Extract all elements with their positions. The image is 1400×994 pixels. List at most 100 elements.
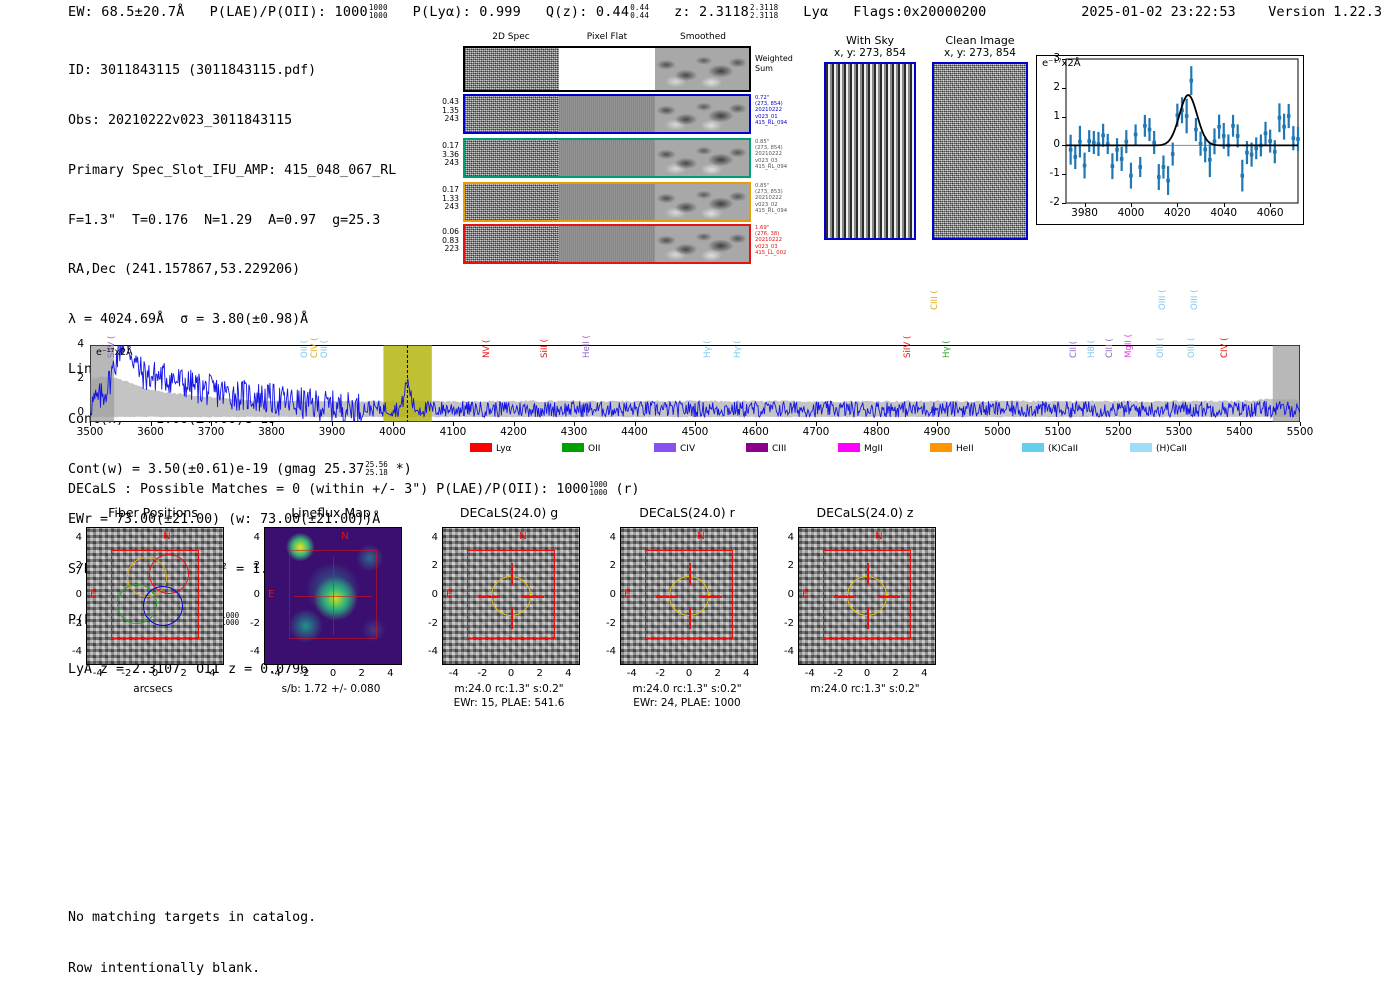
spectrum-legend: Lyα OII CIV CIII MgII HeII (K)CaII (H)CaII	[470, 443, 1300, 459]
full-spectrum-x-tick-mark	[816, 422, 817, 426]
full-spectrum-x-tick: 4700	[802, 426, 830, 438]
full-spectrum-x-tick-mark	[150, 422, 152, 426]
crosshair-v-bot-4	[689, 607, 691, 630]
info-id: ID: 3011843115 (3011843115.pdf)	[68, 63, 317, 79]
header-flags: Flags:0x20000200	[853, 4, 987, 20]
full-spectrum-plot: e⁻¹⁷x2Å 0 2 4	[77, 338, 1300, 422]
panel-y-tick: -4	[250, 646, 260, 658]
header-plae-fraction: 1000 1000	[368, 3, 388, 20]
zoom-x-tick: 3980	[1071, 207, 1098, 219]
panel-x-tick: -2	[833, 668, 844, 679]
spectrum-line-label: OII (	[319, 340, 330, 358]
spectrum-line-label: SiIV (	[902, 335, 913, 358]
full-spectrum-x-tick: 5000	[984, 426, 1011, 438]
compass-e-3: E	[446, 589, 453, 601]
panel-caption1-2: s/b: 1.72 +/- 0.080	[281, 683, 381, 695]
full-spectrum-x-tick-mark	[90, 422, 91, 426]
crosshair-h-right-5	[878, 596, 901, 598]
zoom-x-tick-mark	[1130, 203, 1132, 207]
spectrum-line-label: Hγ (	[942, 340, 953, 358]
aperture-box-2	[288, 550, 378, 639]
crosshair-h-left-3	[477, 596, 500, 598]
zoom-x-tick-mark	[1177, 203, 1179, 207]
crosshair-h-left-5	[833, 596, 856, 598]
panel-y-tick: -2	[784, 617, 794, 629]
zoom-y-tick: -2	[1049, 196, 1060, 208]
zoom-y-tick-mark	[1062, 203, 1066, 204]
fiber-circle-4	[143, 585, 184, 626]
full-spectrum-x-tick-mark	[937, 422, 938, 426]
info-ewr: EWr = 73.00(±21.00) (w: 73.00(±21.00))Å	[68, 512, 381, 528]
info-redshifts: LyA z = 2.3107 OII z = 0.0796	[68, 662, 309, 678]
decals-summary: DECaLS : Possible Matches = 0 (within +/…	[68, 481, 639, 497]
panel-y-tick: 0	[253, 589, 260, 600]
full-spectrum-y-tick: 4	[77, 338, 84, 350]
panel-x-tick: 0	[863, 668, 871, 679]
legend-item: (K)CaII	[1022, 443, 1078, 454]
full-spectrum-x-tick: 4500	[681, 426, 709, 438]
full-spectrum-x-tick-mark	[1239, 422, 1241, 426]
zoom-y-tick: 2	[1053, 80, 1060, 93]
full-spectrum-x-tick-mark	[1118, 422, 1120, 426]
panel-y-tick: 0	[75, 589, 82, 600]
zoom-y-tick: 0	[1053, 138, 1060, 151]
panel-x-tick: 0	[151, 668, 159, 679]
panel-x-tick: -2	[655, 668, 666, 679]
legend-label: CIII	[772, 444, 787, 454]
panel-y-tick: 4	[431, 531, 438, 543]
info-continuum-wide: Cont(w) = 3.50(±0.61)e-19 (gmag 25.3725.…	[68, 460, 412, 478]
crosshair-v-bot-3	[511, 607, 513, 630]
panel-x-tick: 2	[536, 668, 543, 679]
fiber-2-left-values: 0.17 3.36 243	[442, 141, 459, 168]
panel-caption1-5: m:24.0 rc:1.3" s:0.2"	[810, 683, 920, 695]
decals-panel-2: Lineflux Map N E -4 -4 -2 -2 0 0 2 2 4 4 s/b: 1.72 +/…	[246, 505, 416, 720]
panel-x-tick: 2	[358, 668, 365, 679]
header-qz: Q(z): 0.44	[545, 4, 630, 20]
header-redshift: z: 2.3118	[674, 4, 750, 20]
compass-n-2: N	[341, 531, 349, 542]
full-spectrum-x-tick-mark	[1058, 422, 1059, 426]
full-spectrum-x-tick: 4000	[379, 426, 406, 438]
full-spectrum-x-tick: 3900	[318, 426, 346, 438]
fiber-strip-4	[463, 224, 751, 264]
weighted-sum-strip	[463, 46, 751, 92]
zoom-y-tick: 3	[1053, 52, 1060, 64]
panel-title-3: DECaLS(24.0) g	[459, 505, 559, 520]
full-spectrum-x-tick: 4100	[439, 426, 467, 438]
legend-item: (H)CaII	[1130, 443, 1187, 454]
legend-item: Lyα	[470, 443, 511, 454]
legend-swatch	[1130, 443, 1152, 452]
legend-swatch	[838, 443, 860, 452]
info-seeing-params: F=1.3" T=0.176 N=1.29 A=0.97 g=25.3	[68, 212, 381, 228]
panel-y-tick: 2	[431, 560, 438, 572]
bottom-note-line-2: Row intentionally blank.	[68, 961, 261, 976]
weighted-sum-label: Weighted Sum	[755, 54, 793, 73]
col-title-smoothed: Smoothed	[680, 32, 726, 42]
clean-image-title: Clean Image	[945, 34, 1015, 47]
panel-y-tick: 0	[431, 589, 438, 600]
panel-y-tick: -4	[606, 646, 616, 658]
full-spectrum-x-tick-mark	[634, 422, 636, 426]
zoom-y-tick-mark	[1062, 174, 1066, 176]
crosshair-v-top-3	[511, 562, 513, 585]
zoom-y-tick: 1	[1053, 109, 1060, 122]
full-spectrum-x-tick: 3700	[197, 426, 225, 438]
panel-y-tick: -4	[72, 646, 82, 658]
decals-panel-4: DECaLS(24.0) r N E -4 -4 -2 -2 0 0 2 2 4 4 m:24.0 rc:…	[602, 505, 772, 720]
fiber-4-left-values: 0.06 0.83 223	[442, 227, 459, 254]
zoom-y-tick-mark	[1062, 87, 1066, 89]
zoom-y-tick-mark	[1062, 145, 1066, 147]
full-spectrum-x-tick-mark	[997, 422, 999, 426]
spectrum-line-label: CIII (	[1105, 338, 1116, 358]
info-plae-fraction: 1000 1000	[221, 610, 240, 628]
panel-x-tick: 2	[180, 668, 187, 679]
header-meta: 2025-01-02 23:22:53 Version 1.22.3	[1081, 4, 1382, 20]
full-spectrum-x-tick-mark	[695, 422, 696, 426]
full-spectrum-x-tick-mark	[876, 422, 878, 426]
decals-panel-3: DECaLS(24.0) g N E -4 -4 -2 -2 0 0 2 2 4 4 m:24.0 rc:…	[424, 505, 594, 720]
line-zoom-plot: e⁻¹⁷x2Å -2 -1 0 1 2 3 3980 4000 4020 4040 4060	[1036, 52, 1304, 225]
spectrum-line-label: NV (	[482, 339, 493, 358]
compass-e-2: E	[268, 589, 275, 601]
legend-label: Lyα	[496, 444, 512, 454]
legend-label: CIV	[680, 444, 696, 454]
